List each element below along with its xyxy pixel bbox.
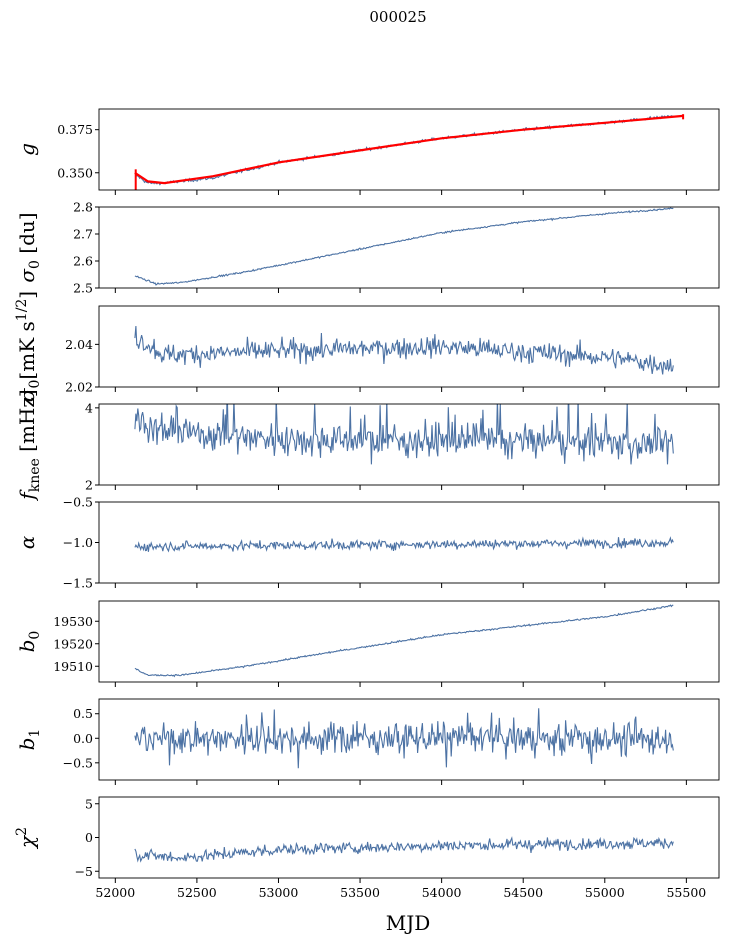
y-tick-label-b1: 0.0 [73,731,93,746]
y-axis-label-chi2: χ2 [14,827,39,850]
series-line-sigma0_du [134,207,674,286]
y-tick-label-b1: −0.5 [63,755,93,770]
y-tick-label-sigma0_mK: 2.04 [65,337,93,352]
figure-title: 000025 [369,8,426,26]
panel-frame-sigma0_du [98,206,720,289]
panel-b1: −0.5 0.0 0.5 b1 [15,698,720,785]
series-line-alpha [134,536,674,553]
y-tick-label-b0: 19520 [53,636,93,651]
panel-g: 0.350 0.375 g [15,108,720,195]
y-tick-label-alpha: −1.0 [63,535,93,550]
panel-sigma0_mK: 2.02 2.04 σ0[mK s1/2] [14,291,720,402]
y-tick-label-chi2: −5 [75,864,93,879]
x-tick-label: 52000 [95,885,135,900]
x-tick-label: 53500 [340,885,380,900]
y-tick-label-alpha: −0.5 [63,495,93,510]
panels-group: 0.350 0.375 g 2.5 2.6 2.7 2.8 σ0 [du] 2.02 2.04 σ0… [14,108,720,900]
series-line-b1 [134,708,674,769]
y-tick-label-fknee: 2 [85,478,93,493]
series-line-chi2 [134,836,674,863]
panel-frame-sigma0_mK [98,305,720,388]
panel-frame-g [98,108,720,191]
x-tick-label: 54000 [422,885,462,900]
y-axis-label-sigma0_mK: σ0[mK s1/2] [14,291,43,402]
y-axis-label-sigma0_du: σ0 [du] [15,212,43,282]
series-line-sigma0_mK [134,325,674,375]
panel-frame-chi2 [98,796,720,879]
x-tick-label: 55500 [666,885,706,900]
y-tick-label-fknee: 4 [85,400,93,415]
y-tick-label-b0: 19510 [53,659,93,674]
gain-fit-line [134,114,684,185]
y-axis-label-fknee: fknee [mHz] [15,389,43,501]
y-tick-label-chi2: 0 [85,830,93,845]
y-axis-label-b1: b1 [15,729,43,751]
y-tick-label-g: 0.375 [57,122,93,137]
y-tick-label-sigma0_du: 2.8 [73,200,93,215]
y-tick-label-sigma0_du: 2.7 [73,227,93,242]
y-axis-label-b0: b0 [15,631,43,653]
x-axis-label: MJD [386,911,431,935]
panel-fknee: 2 4 fknee [mHz] [15,389,720,502]
y-tick-label-sigma0_du: 2.6 [73,254,93,269]
x-tick-label: 55000 [585,885,625,900]
panel-chi2: −5 0 5 52000 52500 53000 53500 54000 54500 55000 5… [14,796,720,900]
panel-frame-b0 [98,600,720,683]
x-tick-label: 53000 [259,885,299,900]
y-tick-label-alpha: −1.5 [63,576,93,591]
y-tick-label-sigma0_du: 2.5 [73,281,93,296]
series-line-fknee [134,404,674,465]
y-tick-label-chi2: 5 [85,796,93,811]
panel-alpha: −1.5 −1.0 −0.5 α [15,495,720,591]
x-tick-label: 54500 [503,885,543,900]
y-tick-label-b0: 19530 [53,614,93,629]
panel-frame-b1 [98,698,720,781]
y-tick-label-g: 0.350 [57,165,93,180]
panel-b0: 19510 19520 19530 b0 [15,600,720,687]
y-axis-label-alpha: α [15,535,39,549]
y-tick-label-b1: 0.5 [73,706,93,721]
panel-sigma0_du: 2.5 2.6 2.7 2.8 σ0 [du] [15,200,720,296]
y-axis-label-g: g [15,143,39,156]
x-tick-label: 52500 [177,885,217,900]
panel-frame-fknee [98,403,720,486]
series-line-g [134,115,674,186]
series-line-b0 [134,604,674,678]
y-tick-label-sigma0_mK: 2.02 [65,380,93,395]
